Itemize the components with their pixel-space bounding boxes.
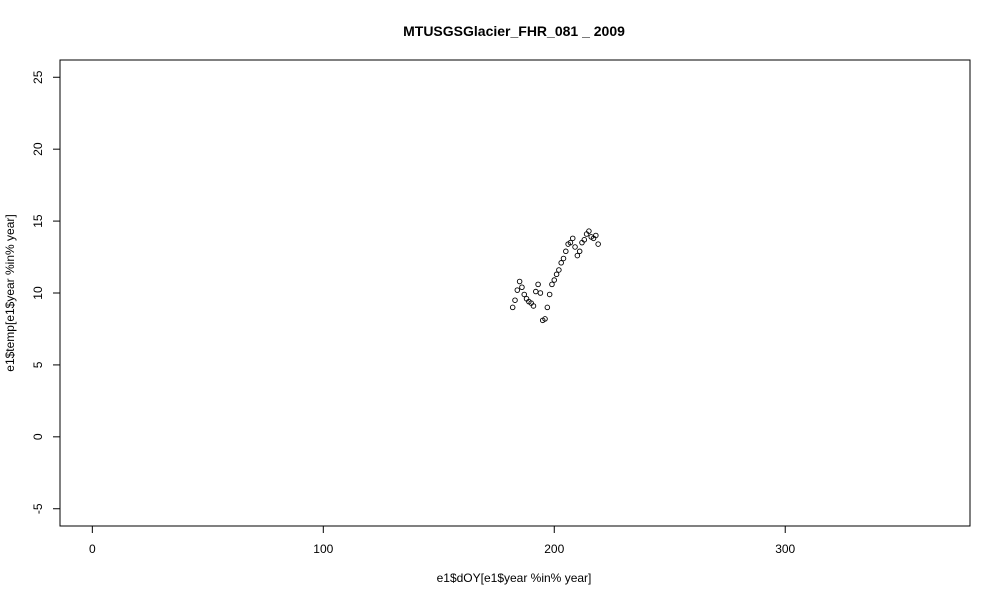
data-point (586, 228, 592, 234)
data-point (572, 244, 578, 250)
y-tick-label: 25 (31, 70, 45, 84)
x-tick-label: 100 (313, 542, 333, 556)
data-point (537, 290, 544, 296)
data-point (558, 260, 564, 266)
x-tick-label: 200 (544, 542, 564, 556)
data-point (509, 304, 516, 311)
y-tick-label: 20 (31, 142, 45, 156)
y-tick-label: 10 (31, 286, 45, 300)
chart-title: MTUSGSGlacier_FHR_081 _ 2009 (403, 23, 625, 39)
data-point (533, 288, 539, 295)
y-tick-label: -5 (31, 503, 45, 514)
data-point (516, 278, 523, 285)
data-point (576, 248, 583, 255)
x-axis: 0 100 200 300 (89, 525, 796, 556)
data-point (560, 255, 567, 262)
data-point (521, 291, 527, 298)
plot-frame (59, 59, 971, 527)
data-point (556, 267, 562, 273)
data-point (530, 303, 537, 309)
data-point (535, 281, 541, 288)
x-tick-label: 0 (89, 542, 96, 556)
y-tick-label: 15 (31, 214, 45, 228)
y-axis-label: e1$temp[e1$year %in% year] (3, 214, 17, 371)
data-point (546, 291, 553, 298)
data-point (553, 271, 560, 278)
x-axis-label: e1$dOY[e1$year %in% year] (437, 571, 592, 585)
data-point (544, 304, 551, 311)
data-point (549, 281, 555, 288)
data-points (509, 228, 601, 324)
data-point (581, 237, 588, 243)
y-tick-label: 0 (31, 433, 45, 440)
data-point (512, 297, 518, 303)
data-point (519, 284, 525, 290)
x-tick-label: 300 (775, 542, 795, 556)
data-point (514, 287, 521, 293)
data-point (542, 316, 548, 322)
data-point (574, 252, 581, 259)
data-point (569, 235, 576, 242)
data-point (551, 277, 558, 283)
data-point (595, 241, 601, 247)
data-point (563, 248, 569, 255)
y-axis: -5 0 5 10 15 20 25 (31, 70, 61, 514)
data-point (593, 232, 599, 239)
data-point (567, 239, 574, 246)
y-tick-label: 5 (31, 361, 45, 368)
